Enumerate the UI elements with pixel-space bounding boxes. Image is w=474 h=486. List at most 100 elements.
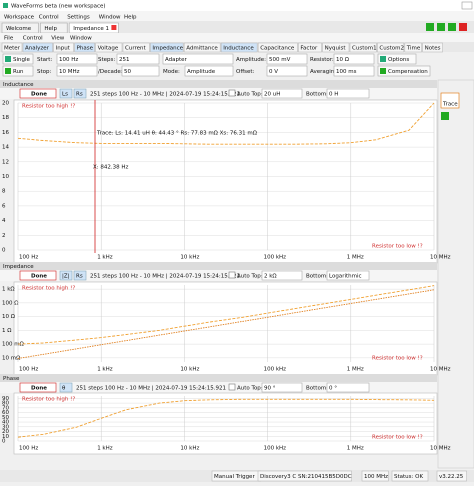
status-indicator[interactable] <box>19 270 57 281</box>
trace-toggle-label[interactable]: Ls <box>62 91 68 97</box>
view-tab-label[interactable]: Phase <box>77 45 94 51</box>
menu-item[interactable]: Control <box>39 15 59 21</box>
view-tab[interactable] <box>122 42 150 53</box>
trace-button[interactable] <box>440 92 460 109</box>
status-item[interactable]: v3.22.25 <box>439 474 464 480</box>
control-value[interactable]: 0 V <box>269 69 278 75</box>
menu-item[interactable]: Window <box>99 15 121 21</box>
trace-toggle[interactable] <box>59 382 73 393</box>
view-tab-label[interactable]: Custom2 <box>379 45 404 51</box>
status-text[interactable]: Done <box>31 385 47 391</box>
status-field[interactable] <box>257 470 352 482</box>
app-menu-item[interactable]: View <box>51 36 65 42</box>
top-value[interactable]: 90 ° <box>264 385 276 391</box>
view-tab[interactable] <box>422 42 443 53</box>
control-value[interactable]: Adapter <box>165 57 188 63</box>
view-tab[interactable] <box>1 42 23 53</box>
view-tab[interactable] <box>257 42 298 53</box>
app-menu-item[interactable]: Control <box>23 36 43 42</box>
status-item[interactable]: 100 MHz <box>364 474 388 480</box>
status-item[interactable]: Discovery3 C SN:210415B5D0DC <box>260 474 352 480</box>
view-tab[interactable] <box>183 42 221 53</box>
control-field[interactable] <box>333 65 375 77</box>
control-button[interactable] <box>377 53 417 65</box>
app-menu-item[interactable]: Window <box>70 36 92 42</box>
control-button-label[interactable]: Single <box>13 57 31 63</box>
top-value[interactable]: 20 uH <box>264 91 280 97</box>
status-field[interactable] <box>391 470 429 482</box>
control-value[interactable]: 10 Ω <box>336 57 349 63</box>
trace-toggle[interactable] <box>59 270 73 281</box>
status-item[interactable]: Manual Trigger <box>214 474 255 480</box>
doc-tab-label[interactable]: Welcome <box>6 26 32 32</box>
view-tab-label[interactable]: Capacitance <box>260 45 295 51</box>
bottom-value[interactable]: 0 ° <box>329 385 337 391</box>
status-item[interactable]: Status: OK <box>394 474 423 480</box>
view-tab-label[interactable]: Input <box>56 45 71 51</box>
trace-label[interactable]: Trace <box>442 102 458 108</box>
view-tab[interactable] <box>95 42 123 53</box>
control-field[interactable] <box>162 53 234 65</box>
view-tab-label[interactable]: Admittance <box>186 45 218 51</box>
top-field[interactable] <box>261 382 303 393</box>
view-tab[interactable] <box>220 42 258 53</box>
control-value[interactable]: 251 <box>119 57 130 63</box>
control-button[interactable] <box>377 65 431 77</box>
view-tab-label[interactable]: Notes <box>425 45 441 51</box>
trace-toggle-label[interactable]: θ <box>62 385 66 391</box>
doc-tab-label[interactable]: Help <box>44 26 57 32</box>
control-field[interactable] <box>333 53 375 65</box>
view-tab-label[interactable]: Current <box>125 45 147 51</box>
control-value[interactable]: 100 Hz <box>59 57 78 63</box>
bottom-field[interactable] <box>326 382 370 393</box>
menu-item[interactable]: Workspace <box>4 15 35 21</box>
view-tab[interactable] <box>349 42 377 53</box>
control-field[interactable] <box>56 53 98 65</box>
top-field[interactable] <box>261 270 303 281</box>
trace-toggle-label[interactable]: Rs <box>76 91 83 97</box>
app-menu-item[interactable]: File <box>4 36 14 42</box>
run-icon[interactable] <box>459 23 467 31</box>
top-value[interactable]: 2 kΩ <box>264 273 277 279</box>
control-value[interactable]: 500 mV <box>269 57 291 63</box>
view-tab[interactable] <box>377 42 405 53</box>
auto-check[interactable] <box>228 383 236 391</box>
trace-toggle-label[interactable]: Rs <box>76 273 83 279</box>
run-icon[interactable] <box>448 23 456 31</box>
status-field[interactable] <box>436 470 467 482</box>
view-tab-label[interactable]: Time <box>406 45 421 51</box>
control-value[interactable]: 10 MHz <box>59 69 80 75</box>
bottom-field[interactable] <box>326 88 370 99</box>
run-icon[interactable] <box>437 23 445 31</box>
run-icon[interactable] <box>426 23 434 31</box>
control-button-label[interactable]: Compensation <box>388 69 428 75</box>
bottom-field[interactable] <box>326 270 370 281</box>
bottom-value[interactable]: Logarithmic <box>329 273 362 279</box>
view-tab-label[interactable]: Impedance <box>152 45 183 51</box>
bottom-value[interactable]: 0 H <box>329 91 338 97</box>
view-tab-label[interactable]: Factor <box>300 45 318 51</box>
status-field[interactable] <box>361 470 389 482</box>
control-field[interactable] <box>56 65 98 77</box>
status-indicator[interactable] <box>19 382 57 393</box>
trace-toggle[interactable] <box>73 270 87 281</box>
trace-toggle[interactable] <box>59 88 73 99</box>
control-field[interactable] <box>184 65 234 77</box>
view-tab[interactable] <box>404 42 422 53</box>
view-tab-label[interactable]: Analyzer <box>25 45 50 51</box>
control-value[interactable]: 100 ms <box>336 69 357 75</box>
menu-item[interactable]: Help <box>124 15 137 21</box>
view-tab[interactable] <box>74 42 95 53</box>
control-field[interactable] <box>116 53 160 65</box>
status-indicator[interactable] <box>19 88 57 99</box>
doc-tab-label[interactable]: Impedance 1 <box>73 26 109 32</box>
control-value[interactable]: Amplitude <box>187 69 216 75</box>
auto-check[interactable] <box>228 271 236 279</box>
control-field[interactable] <box>266 65 308 77</box>
view-tab[interactable] <box>53 42 74 53</box>
menu-item[interactable]: Settings <box>67 15 90 21</box>
view-tab[interactable] <box>298 42 322 53</box>
control-button[interactable] <box>2 65 34 77</box>
auto-check[interactable] <box>228 89 236 97</box>
view-tab-label[interactable]: Voltage <box>98 45 119 51</box>
